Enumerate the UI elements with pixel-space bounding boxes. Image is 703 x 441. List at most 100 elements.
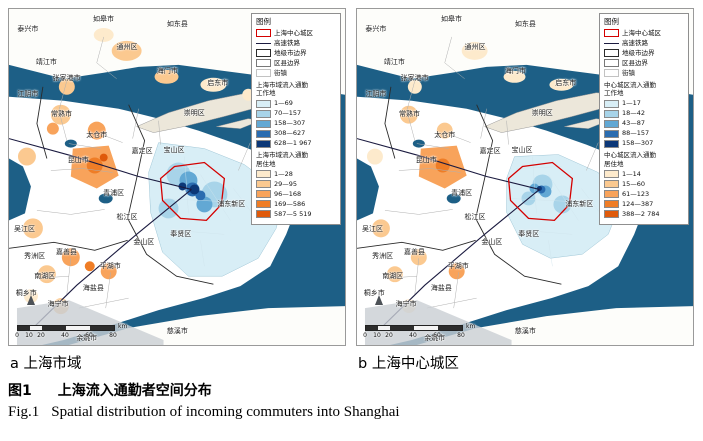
legend-class-label: 15—60 bbox=[622, 179, 646, 188]
legend-class-row: 15—60 bbox=[604, 179, 684, 189]
legend-class-row: 1—17 bbox=[604, 99, 684, 108]
res-class-swatch-3 bbox=[604, 190, 619, 199]
legend-item-label: 区县边界 bbox=[274, 58, 300, 67]
legend-item: 街镇 bbox=[604, 69, 684, 78]
town-swatch bbox=[604, 69, 619, 78]
legend-class-row: 96—168 bbox=[256, 189, 336, 199]
scalebar-segment bbox=[366, 326, 378, 330]
county-swatch bbox=[604, 59, 619, 68]
legend-class-row: 18—42 bbox=[604, 109, 684, 118]
scalebar-segment bbox=[90, 326, 114, 330]
legend-class-label: 1—28 bbox=[274, 169, 293, 178]
caption-zh-text: 上海流入通勤者空间分布 bbox=[57, 383, 212, 399]
scalebar-segment bbox=[414, 326, 438, 330]
legend-group-title: 中心城区流入通勤 bbox=[604, 80, 656, 89]
legend-class-row: 1—14 bbox=[604, 170, 684, 179]
res-class-swatch-1 bbox=[604, 170, 619, 179]
scalebar-segment bbox=[378, 326, 390, 330]
caption-zh-label: 图1 bbox=[8, 383, 32, 399]
scalebar-tick: 60 bbox=[85, 332, 93, 339]
caption-en-label: Fig.1 bbox=[8, 404, 40, 420]
legend-class-label: 587—5 519 bbox=[274, 209, 312, 218]
central-swatch bbox=[604, 28, 619, 37]
work-class-swatch-1 bbox=[604, 99, 619, 108]
work-class-swatch-1 bbox=[256, 99, 271, 108]
scalebar-segment bbox=[42, 326, 66, 330]
legend-item-label: 高速铁路 bbox=[274, 38, 300, 47]
legend-item: 地级市边界 bbox=[256, 49, 336, 58]
legend-group-subtitle: 工作地 bbox=[256, 89, 276, 98]
scalebar-bar bbox=[365, 325, 463, 331]
res-class-swatch-5 bbox=[604, 210, 619, 219]
legend-class-row: 158—307 bbox=[604, 139, 684, 148]
figure-captions: 图1 上海流入通勤者空间分布 Fig.1 Spatial distribution … bbox=[0, 380, 703, 421]
res-class-swatch-1 bbox=[256, 170, 271, 179]
work-class-swatch-3 bbox=[256, 119, 271, 128]
legend-title: 图例 bbox=[604, 17, 619, 26]
legend-class-label: 308—627 bbox=[274, 129, 306, 138]
legend-class-row: 88—157 bbox=[604, 129, 684, 138]
work-class-swatch-4 bbox=[604, 129, 619, 138]
central-swatch bbox=[256, 28, 271, 37]
scalebar-a: 0 10 20 40 60 80 km bbox=[15, 295, 147, 339]
county-swatch bbox=[256, 59, 271, 68]
legend-class-label: 124—387 bbox=[622, 199, 654, 208]
scalebar-segment bbox=[390, 326, 414, 330]
work-class-swatch-5 bbox=[256, 139, 271, 148]
legend-group-title: 上海市域流入通勤 bbox=[256, 80, 308, 89]
legend-b: 图例 上海中心城区 高速铁路 地级市边界 区县边界 街镇 中心城区流入通勤 工作地 1—17 18… bbox=[599, 13, 689, 225]
prefecture-swatch bbox=[256, 49, 271, 58]
scalebar-tick: 10 bbox=[25, 332, 33, 339]
res-class-swatch-4 bbox=[604, 200, 619, 209]
scalebar-b: 0 10 20 40 60 80 km bbox=[363, 295, 495, 339]
legend-class-row: 43—87 bbox=[604, 119, 684, 128]
legend-class-row: 1—69 bbox=[256, 99, 336, 108]
legend-item: 上海中心城区 bbox=[604, 29, 684, 37]
scalebar-segment bbox=[66, 326, 90, 330]
legend-item-label: 高速铁路 bbox=[622, 38, 648, 47]
scalebar-unit: km bbox=[466, 323, 476, 330]
legend-class-label: 158—307 bbox=[622, 139, 654, 148]
town-swatch bbox=[256, 69, 271, 78]
map-b: 泰兴市 如皋市 如东县 靖江市 通州区 海门市 启东市 张家港市 江阴市 常熟市 崇明区 太仓市 昆山市… bbox=[356, 8, 694, 346]
legend-item-label: 地级市边界 bbox=[622, 48, 655, 57]
legend-class-row: 169—586 bbox=[256, 199, 336, 209]
scalebar-ticks: 0 10 20 40 60 80 bbox=[363, 331, 475, 339]
map-a-svg bbox=[9, 9, 345, 345]
legend-item-label: 上海中心城区 bbox=[274, 28, 313, 37]
scalebar-segment bbox=[438, 326, 462, 330]
panel-b-caption: b 上海中心城区 bbox=[358, 356, 459, 372]
scalebar-tick: 20 bbox=[37, 332, 45, 339]
res-class-swatch-3 bbox=[256, 190, 271, 199]
legend-group-title: 上海市域流入通勤 bbox=[256, 151, 308, 160]
legend-class-label: 169—586 bbox=[274, 199, 306, 208]
scalebar-unit: km bbox=[118, 323, 128, 330]
scalebar-tick: 20 bbox=[385, 332, 393, 339]
scalebar-segment bbox=[30, 326, 42, 330]
legend-class-row: 61—123 bbox=[604, 190, 684, 199]
legend-class-label: 43—87 bbox=[622, 119, 646, 128]
scalebar-bar bbox=[17, 325, 115, 331]
legend-class-row: 308—627 bbox=[256, 129, 336, 138]
scalebar-tick: 60 bbox=[433, 332, 441, 339]
legend-class-row: 587—5 519 bbox=[256, 209, 336, 219]
legend-class-row: 158—307 bbox=[256, 119, 336, 128]
scalebar-graphic: 0 10 20 40 60 80 km bbox=[363, 323, 493, 339]
legend-class-label: 96—168 bbox=[274, 189, 302, 198]
legend-class-row: 388—2 784 bbox=[604, 209, 684, 219]
legend-item: 地级市边界 bbox=[604, 48, 684, 58]
panel-a: 泰兴市 如皋市 如东县 靖江市 通州区 海门市 启东市 张家港市 江阴市 常熟市 崇明区 太仓市 昆山市… bbox=[8, 8, 346, 373]
legend-class-label: 388—2 784 bbox=[622, 209, 660, 218]
legend-class-label: 158—307 bbox=[274, 119, 306, 128]
res-class-swatch-4 bbox=[256, 200, 271, 209]
scalebar-ticks: 0 10 20 40 60 80 bbox=[15, 331, 127, 339]
legend-item: 区县边界 bbox=[256, 58, 336, 68]
panel-a-caption: a 上海市域 bbox=[10, 356, 82, 372]
scalebar-tick: 40 bbox=[409, 332, 417, 339]
panel-b: 泰兴市 如皋市 如东县 靖江市 通州区 海门市 启东市 张家港市 江阴市 常熟市 崇明区 太仓市 昆山市… bbox=[356, 8, 694, 373]
rail-swatch bbox=[256, 42, 271, 44]
work-class-swatch-2 bbox=[604, 109, 619, 118]
map-panels: 泰兴市 如皋市 如东县 靖江市 通州区 海门市 启东市 张家港市 江阴市 常熟市 崇明区 太仓市 昆山市… bbox=[8, 8, 694, 373]
legend-item: 高速铁路 bbox=[604, 39, 684, 47]
